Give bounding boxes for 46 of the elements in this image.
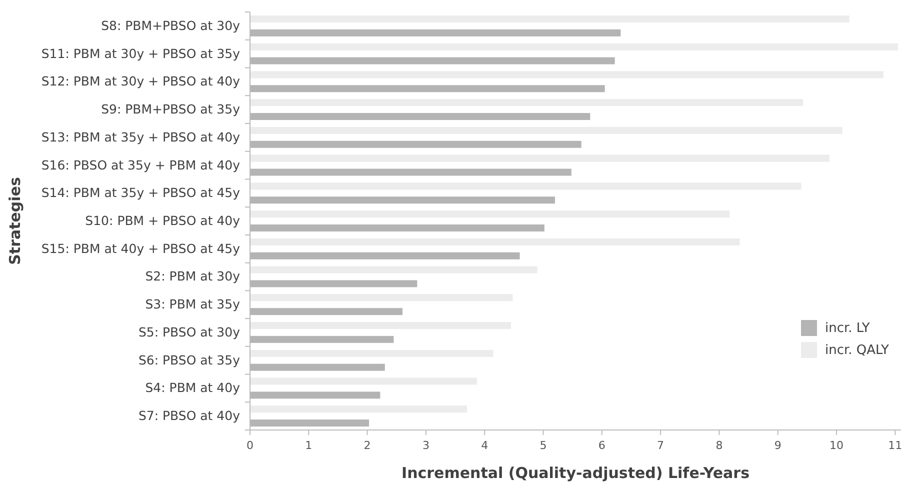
y-tick-label: S2: PBM at 30y: [145, 268, 241, 284]
y-tick-label: S16: PBSO at 35y + PBM at 40y: [41, 157, 241, 172]
y-tick-label: S3: PBM at 35y: [145, 296, 241, 312]
bar: [250, 182, 802, 190]
x-tick-label: 0: [246, 439, 254, 452]
bar: [250, 294, 513, 302]
bar: [250, 322, 511, 329]
bar: [250, 43, 898, 50]
bar: [250, 99, 804, 106]
y-tick-label: S7: PBSO at 40y: [138, 408, 241, 424]
y-tick-label: S10: PBM + PBSO at 40y: [85, 213, 241, 228]
x-tick-label: 3: [422, 439, 430, 452]
y-tick-label: S15: PBM at 40y + PBSO at 45y: [41, 240, 241, 256]
x-tick-label: 11: [888, 439, 902, 452]
y-tick-label: S12: PBM at 30y + PBSO at 40y: [41, 74, 241, 89]
bar: [250, 71, 884, 78]
bar: [250, 350, 494, 357]
x-axis-title: Incremental (Quality-adjusted) Life-Years: [401, 464, 750, 482]
x-tick-label: 5: [540, 439, 547, 452]
x-tick-label: 8: [716, 439, 723, 452]
x-tick-label: 6: [598, 439, 606, 452]
x-tick-label: 2: [364, 439, 371, 452]
x-tick-label: 7: [657, 439, 664, 452]
bar: [250, 126, 842, 134]
legend-label: incr. LY: [825, 321, 870, 336]
bar: [250, 266, 538, 274]
y-tick-label: S14: PBM at 35y + PBSO at 45y: [41, 185, 241, 200]
legend-label: incr. QALY: [825, 343, 890, 358]
x-tick-label: 10: [829, 439, 844, 452]
bar: [250, 210, 730, 218]
y-tick-label: S4: PBM at 40y: [145, 380, 241, 396]
y-tick-label: S13: PBM at 35y + PBSO at 40y: [41, 129, 241, 144]
y-tick-label: S5: PBSO at 30y: [138, 324, 241, 340]
bar: [250, 154, 830, 162]
y-tick-label: S8: PBM+PBSO at 30y: [101, 18, 241, 33]
bar: [250, 378, 477, 385]
x-tick-label: 9: [774, 439, 782, 452]
y-axis-title: Strategies: [6, 177, 24, 265]
bar: [250, 406, 467, 413]
x-tick-label: 4: [481, 439, 488, 452]
y-tick-label: S11: PBM at 30y + PBSO at 35y: [41, 46, 241, 61]
bar: [250, 238, 740, 246]
y-tick-label: S9: PBM+PBSO at 35y: [101, 102, 241, 117]
y-tick-label: S6: PBSO at 35y: [138, 352, 241, 368]
bar: [250, 15, 850, 22]
x-tick-label: 1: [305, 439, 312, 452]
